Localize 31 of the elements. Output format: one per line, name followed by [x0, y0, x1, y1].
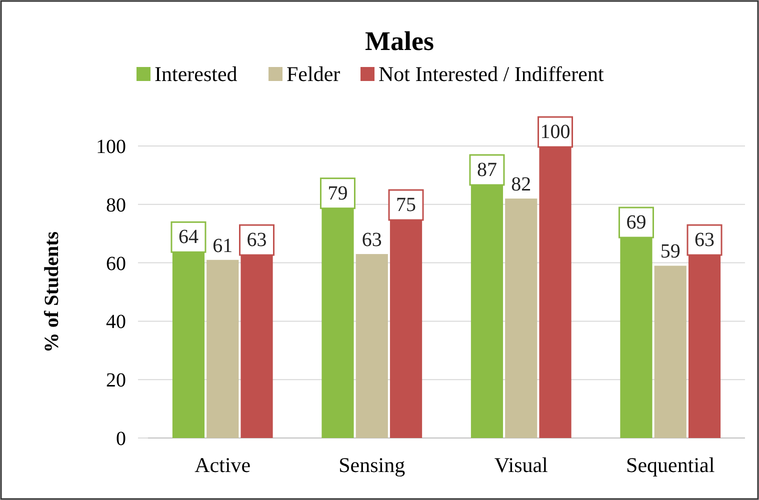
y-tick-label: 40: [106, 311, 126, 334]
data-label: 79: [328, 182, 348, 204]
y-axis-title: % of Students: [41, 231, 63, 353]
data-label: 82: [511, 174, 532, 196]
chart-title: Males: [365, 26, 434, 56]
y-tick-label: 80: [106, 194, 126, 216]
x-tick-label: Sensing: [338, 453, 406, 477]
bar: [356, 254, 388, 438]
x-tick-label: Active: [194, 453, 251, 477]
x-tick-label: Sequential: [626, 453, 715, 477]
data-label: 100: [540, 121, 570, 143]
bar: [505, 198, 538, 438]
y-tick-label: 20: [106, 370, 126, 392]
y-tick-label: 100: [96, 136, 126, 158]
data-label: 64: [178, 226, 198, 248]
legend-label: Not Interested / Indifferent: [378, 62, 604, 86]
data-label: 61: [212, 234, 233, 257]
data-label: 87: [476, 158, 497, 181]
y-tick-label: 60: [106, 252, 126, 275]
data-label: 63: [362, 229, 382, 252]
x-tick-label: Visual: [494, 453, 548, 477]
y-tick-label: 0: [116, 428, 126, 450]
bar: [654, 266, 686, 438]
bar: [206, 260, 239, 438]
data-label: 63: [246, 229, 267, 252]
data-label: 63: [694, 229, 715, 252]
legend-label: Interested: [154, 62, 238, 86]
data-label: 75: [396, 194, 416, 216]
data-label: 59: [660, 240, 680, 263]
legend-label: Felder: [286, 62, 340, 86]
data-label: 69: [626, 212, 646, 234]
